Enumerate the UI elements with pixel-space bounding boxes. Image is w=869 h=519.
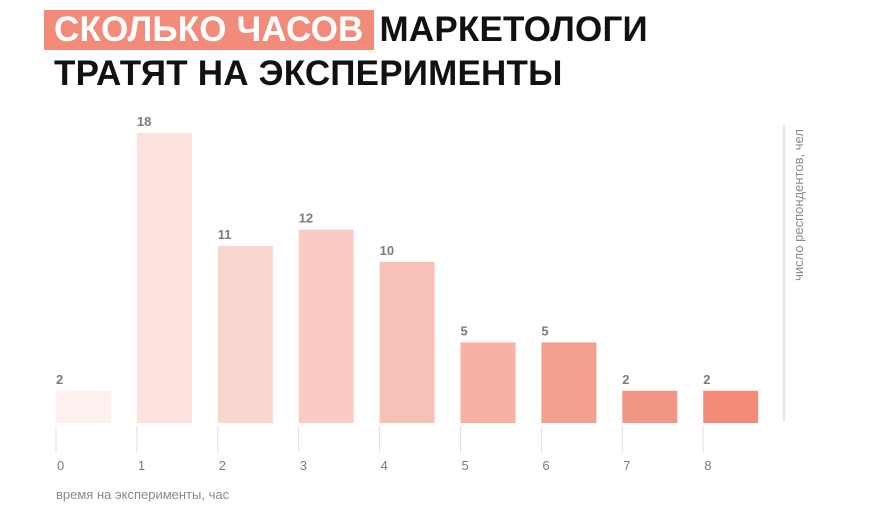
x-tick-label: 2 — [219, 458, 226, 473]
title-line-2: ТРАТЯТ НА ЭКСПЕРИМЕНТЫ — [54, 54, 563, 93]
x-tick-label: 0 — [57, 458, 64, 473]
bar-value-label: 18 — [137, 114, 151, 129]
x-axis-label: время на эксперименты, час — [56, 487, 230, 502]
chart-title: СКОЛЬКО ЧАСОВ МАРКЕТОЛОГИ ТРАТЯТ НА ЭКСПЕ… — [44, 10, 648, 94]
y-axis-label: число респондентов, чел — [791, 129, 806, 281]
title-rest: МАРКЕТОЛОГИ — [379, 10, 648, 49]
bar-2 — [217, 245, 273, 423]
x-tick-label: 7 — [623, 458, 630, 473]
x-tick-label: 5 — [462, 458, 469, 473]
bar-3 — [298, 229, 354, 423]
bar-7 — [622, 390, 678, 423]
x-ticks-group: 0 1 2 3 4 5 6 7 8 — [55, 426, 711, 473]
bar-value-label: 11 — [218, 227, 232, 242]
bar-value-label: 2 — [703, 372, 710, 387]
bar-value-label: 10 — [380, 243, 394, 258]
bar-0 — [56, 390, 111, 423]
bar-5 — [460, 342, 516, 423]
title-line-1: СКОЛЬКО ЧАСОВ МАРКЕТОЛОГИ — [44, 10, 648, 50]
bar-8 — [703, 390, 759, 423]
bar-1 — [136, 133, 192, 423]
bars-group: 2 18 11 12 10 5 5 2 2 — [56, 114, 759, 423]
title-highlight: СКОЛЬКО ЧАСОВ — [44, 10, 374, 50]
bar-value-label: 12 — [299, 211, 313, 226]
x-tick-label: 3 — [300, 458, 307, 473]
bar-value-label: 5 — [541, 323, 548, 338]
x-tick-label: 4 — [381, 458, 388, 473]
bar-value-label: 2 — [622, 372, 629, 387]
bar-4 — [379, 261, 435, 423]
x-tick-label: 1 — [138, 458, 145, 473]
bar-value-label: 2 — [56, 372, 63, 387]
bar-value-label: 5 — [461, 323, 468, 338]
x-tick-label: 6 — [542, 458, 549, 473]
bar-6 — [541, 342, 597, 423]
x-tick-label: 8 — [704, 458, 711, 473]
